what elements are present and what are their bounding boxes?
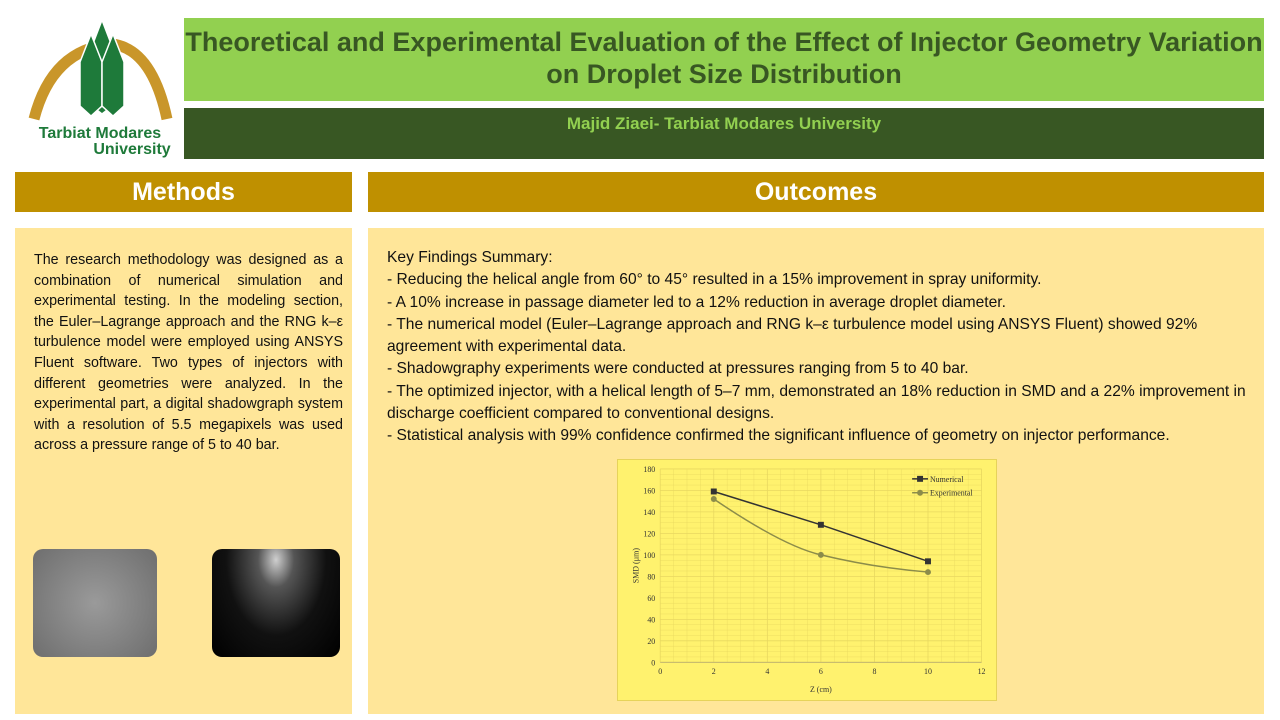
data-point [817, 521, 824, 528]
x-tick-label: 2 [712, 667, 716, 676]
methods-text: The research methodology was designed as… [34, 252, 343, 454]
outcome-line: - A 10% increase in passage diameter led… [387, 293, 1006, 311]
y-tick-label: 140 [643, 508, 655, 517]
outcome-line: - Reducing the helical angle from 60° to… [387, 271, 1042, 289]
logo-text: University [93, 141, 170, 158]
outcome-line: - The optimized injector, with a helical… [387, 382, 1246, 423]
y-tick-label: 120 [643, 529, 655, 538]
spray-photo [212, 549, 340, 657]
outcomes-list: Key Findings Summary: - Reducing the hel… [387, 247, 1247, 448]
outcomes-heading: Outcomes [368, 172, 1264, 212]
x-axis-label: Z (cm) [810, 685, 832, 694]
y-tick-label: 0 [651, 658, 655, 667]
y-tick-label: 80 [647, 572, 655, 581]
x-tick-label: 8 [872, 667, 876, 676]
outcome-line: Key Findings Summary: [387, 249, 553, 266]
y-tick-label: 40 [647, 615, 655, 624]
data-point [710, 496, 717, 502]
outcome-line: - Shadowgraphy experiments were conducte… [387, 360, 969, 378]
legend-marker [917, 489, 924, 496]
x-tick-label: 12 [978, 667, 986, 676]
x-tick-label: 6 [819, 667, 823, 676]
droplet-photo [33, 549, 157, 657]
outcome-line: - Statistical analysis with 99% confiden… [387, 427, 1170, 445]
outcome-line: - The numerical model (Euler–Lagrange ap… [387, 315, 1198, 356]
data-point [710, 488, 717, 495]
legend-label: Experimental [930, 489, 973, 498]
legend-label: Numerical [930, 475, 964, 484]
x-tick-label: 10 [924, 667, 932, 676]
poster-title: Theoretical and Experimental Evaluation … [184, 18, 1264, 101]
y-tick-label: 160 [643, 486, 655, 495]
y-tick-label: 100 [643, 551, 655, 560]
x-tick-label: 4 [765, 667, 769, 676]
legend-marker [917, 475, 924, 482]
author-line: Majid Ziaei- Tarbiat Modares University [184, 108, 1264, 159]
data-point [925, 558, 931, 565]
y-tick-label: 60 [647, 594, 655, 603]
methods-heading: Methods [15, 172, 352, 212]
logo-text: Tarbiat Modares [39, 125, 162, 142]
x-tick-label: 0 [658, 667, 662, 676]
y-tick-label: 20 [647, 637, 655, 646]
y-tick-label: 180 [643, 465, 655, 474]
y-axis-label: SMD (µm) [631, 548, 640, 584]
data-point [817, 551, 824, 558]
university-logo: Tarbiat Modares University [28, 17, 173, 158]
data-point [925, 569, 931, 576]
